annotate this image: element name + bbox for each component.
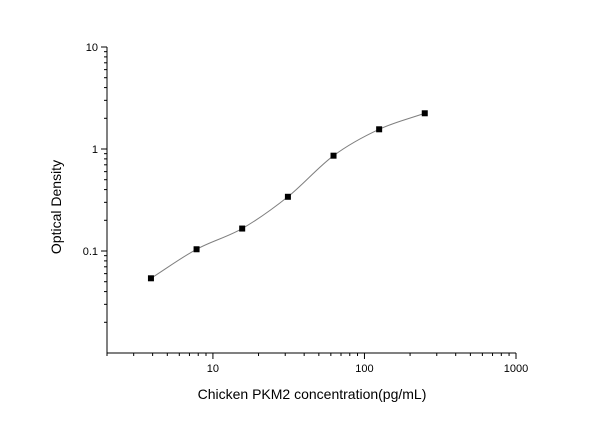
y-tick-label: 10: [86, 42, 98, 54]
data-point: [284, 193, 291, 200]
data-point: [147, 275, 154, 282]
data-points-layer: [147, 110, 428, 282]
x-tick-label: 10: [207, 363, 219, 375]
x-tick-label: 100: [355, 363, 373, 375]
x-axis-label: Chicken PKM2 concentration(pg/mL): [198, 386, 427, 402]
y-tick-label: 0.1: [83, 246, 98, 258]
y-tick-label: 1: [92, 144, 98, 156]
y-axis-label: Optical Density: [48, 160, 64, 254]
axes: 10 100 1000 0.1 1 10: [83, 42, 529, 375]
data-point: [239, 225, 246, 232]
data-point: [330, 152, 337, 159]
data-point: [421, 110, 428, 117]
data-point: [193, 246, 200, 253]
data-point: [376, 126, 383, 133]
x-tick-label: 1000: [504, 363, 528, 375]
